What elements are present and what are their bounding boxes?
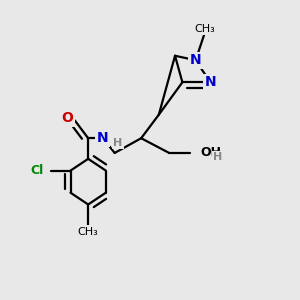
Text: OH: OH <box>200 146 221 159</box>
Text: H: H <box>213 152 223 162</box>
Text: N: N <box>97 131 109 145</box>
Text: N: N <box>190 53 202 67</box>
Text: CH₃: CH₃ <box>78 226 98 237</box>
Text: Cl: Cl <box>31 164 44 177</box>
Text: H: H <box>113 138 122 148</box>
Text: O: O <box>61 111 74 125</box>
Text: CH₃: CH₃ <box>194 24 215 34</box>
Text: N: N <box>205 75 216 89</box>
